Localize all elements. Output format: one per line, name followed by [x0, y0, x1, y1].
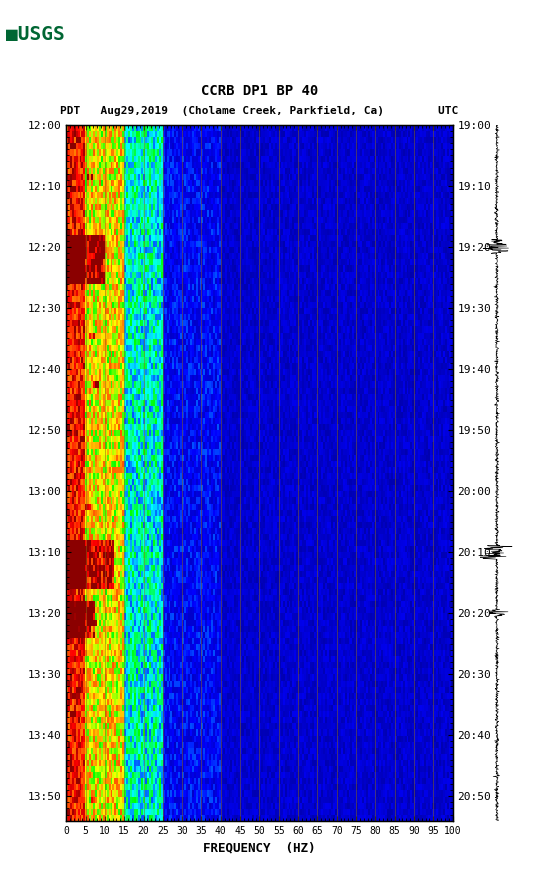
X-axis label: FREQUENCY  (HZ): FREQUENCY (HZ): [203, 841, 316, 854]
Text: ■USGS: ■USGS: [6, 25, 64, 44]
Text: CCRB DP1 BP 40: CCRB DP1 BP 40: [201, 84, 318, 98]
Text: PDT   Aug29,2019  (Cholame Creek, Parkfield, Ca)        UTC: PDT Aug29,2019 (Cholame Creek, Parkfield…: [60, 106, 459, 116]
